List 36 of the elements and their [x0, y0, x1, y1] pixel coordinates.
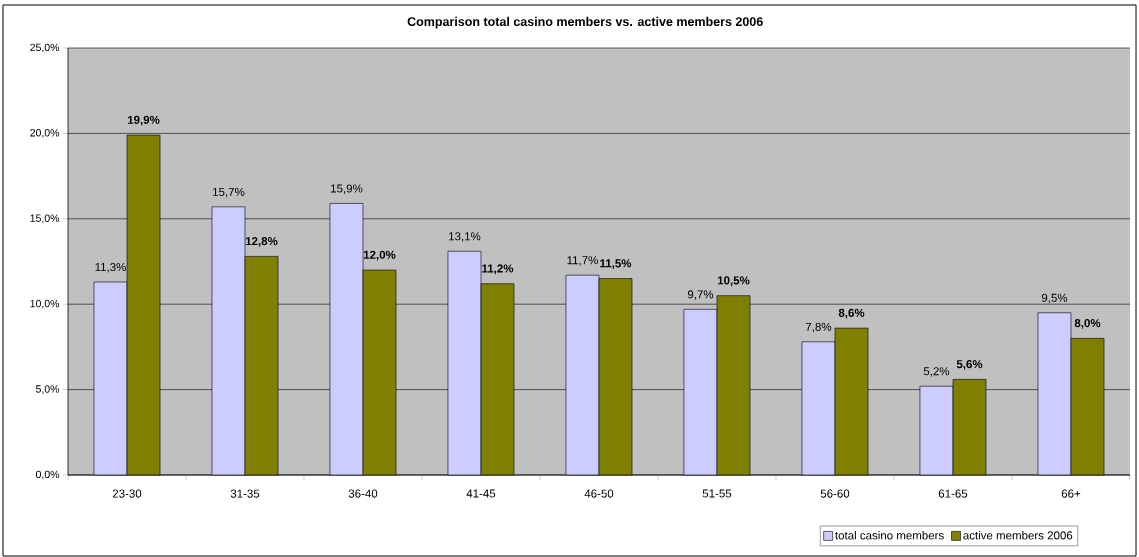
x-tick-label: 31-35 — [230, 489, 260, 498]
data-label: 11,2% — [482, 264, 514, 275]
y-tick-label: 0,0% — [35, 470, 60, 480]
data-label: 12,0% — [363, 250, 396, 261]
y-tick-label: 5,0% — [35, 385, 60, 394]
x-tick-label: 36-40 — [348, 489, 378, 498]
y-tick-label: 15,0% — [30, 214, 60, 224]
data-label: 9,5% — [1041, 293, 1068, 304]
data-label: 11,5% — [600, 259, 632, 270]
x-tick-label: 56-60 — [820, 489, 850, 498]
data-label: 9,7% — [687, 290, 714, 300]
x-tick-label: 41-45 — [466, 489, 496, 498]
x-tick-label: 46-50 — [584, 489, 614, 498]
y-tick-label: 10,0% — [30, 299, 60, 309]
chart-title: Comparison total casino members vs. active members 2006 — [407, 16, 763, 29]
data-label: 8,6% — [838, 308, 865, 319]
y-tick-label: 20,0% — [30, 129, 60, 138]
data-label: 5,2% — [923, 367, 950, 377]
data-label: 19,9% — [127, 115, 160, 126]
data-label: 11,7% — [567, 256, 598, 266]
data-label: 10,5% — [717, 276, 750, 287]
data-label: 5,6% — [956, 360, 983, 370]
data-label: 15,9% — [331, 184, 363, 194]
legend-label: total casino members — [835, 531, 944, 540]
legend-label: active members 2006 — [963, 531, 1073, 540]
data-label: 13,1% — [449, 232, 481, 242]
data-label: 12,8% — [245, 237, 278, 247]
x-tick-label: 61-65 — [938, 489, 968, 498]
x-tick-label: 66+ — [1061, 489, 1081, 498]
y-tick-label: 25,0% — [30, 43, 60, 53]
data-label: 7,8% — [805, 322, 832, 333]
data-label: 8,0% — [1074, 319, 1101, 329]
x-tick-label: 51-55 — [702, 489, 732, 498]
data-label: 15,7% — [213, 187, 245, 198]
data-label: 11,3% — [95, 262, 126, 273]
x-tick-label: 23-30 — [112, 489, 142, 498]
